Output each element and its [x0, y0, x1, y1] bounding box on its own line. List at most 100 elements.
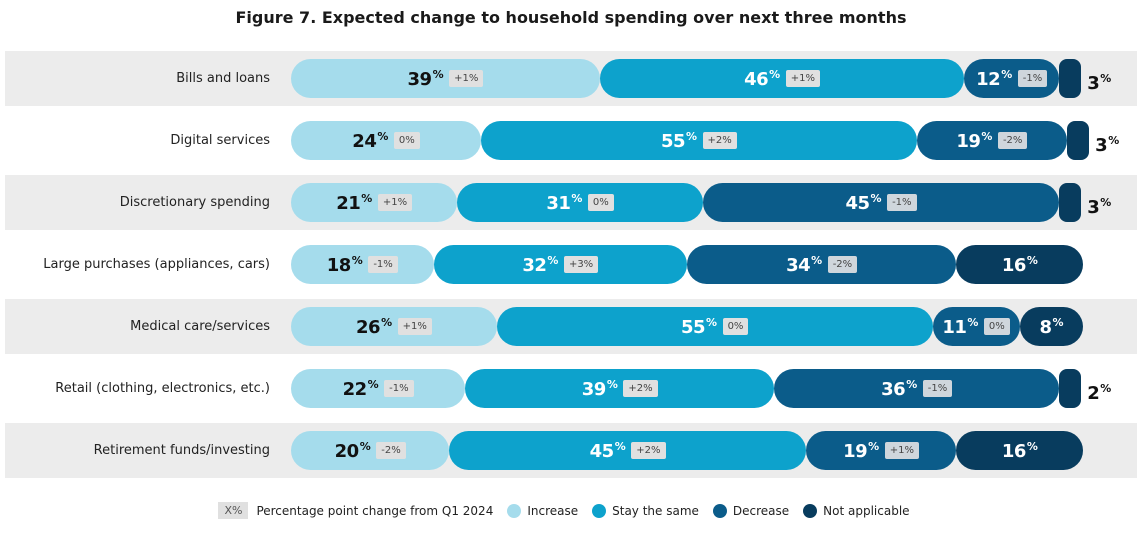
bar-segment-increase: 18% -1%: [291, 245, 434, 284]
data-label: 22%: [342, 377, 379, 400]
bar-segment-decrease: 34% -2%: [687, 245, 957, 284]
data-label: 2%: [1087, 382, 1111, 404]
data-label: 36%: [881, 377, 917, 400]
bar-segment-stay-the-same: 46% +1%: [599, 59, 965, 98]
bar-segment-not-applicable: [1059, 183, 1082, 222]
bar-segment-not-applicable: [1059, 59, 1082, 98]
change-badge: -1%: [887, 194, 917, 211]
bar-segment-increase: 24% 0%: [291, 121, 482, 160]
change-badge: +3%: [563, 256, 599, 273]
bar-segment-decrease: 12% -1%: [964, 59, 1060, 98]
bar-segment-not-applicable: [1067, 121, 1090, 160]
chart-row-medical-care-services: Medical care/services 26% +1% 55% 0% 11% 0% 8%: [5, 299, 1137, 354]
data-label: 19%: [843, 439, 879, 462]
bar-segment-not-applicable: [1059, 369, 1082, 408]
bar-segment-increase: 26% +1%: [291, 307, 497, 346]
category-label: Large purchases (appliances, cars): [43, 257, 270, 272]
legend-item-stay-the-same: Stay the same: [592, 503, 699, 518]
data-label: 12%: [976, 67, 1012, 90]
bar-segment-stay-the-same: 31% 0%: [457, 183, 703, 222]
change-badge: 0%: [587, 194, 614, 211]
bar-segment-increase: 39% +1%: [291, 59, 600, 98]
data-label: 18%: [326, 253, 363, 276]
data-label: 31%: [546, 191, 582, 214]
chart-row-retirement-funds-investing: Retirement funds/investing 20% -2% 45% +2% 19…: [5, 423, 1137, 478]
bar-segment-decrease: 36% -1%: [774, 369, 1060, 408]
data-label: 55%: [660, 129, 697, 152]
legend-swatch-stay-the-same: [592, 503, 607, 518]
data-label: 21%: [336, 191, 372, 214]
change-badge: +1%: [449, 70, 484, 87]
chart-row-retail-clothing-electronics-etc: Retail (clothing, electronics, etc.) 22% -…: [5, 361, 1137, 416]
chart-row-digital-services: Digital services 24% 0% 55% +2% 19% -2% 3%: [5, 113, 1137, 168]
bar-segment-stay-the-same: 55% 0%: [496, 307, 933, 346]
data-label: 46%: [744, 67, 780, 90]
change-badge: -1%: [922, 380, 953, 397]
change-badge: 0%: [983, 318, 1010, 335]
data-label: 45%: [845, 191, 882, 214]
legend-item-not-applicable: Not applicable: [803, 503, 910, 518]
bar-segment-decrease: 11% 0%: [932, 307, 1020, 346]
category-label: Medical care/services: [130, 319, 270, 334]
bar-segment-increase: 22% -1%: [291, 369, 466, 408]
chart-row-bills-and-loans: Bills and loans 39% +1% 46% +1% 12% -1% 3%: [5, 51, 1137, 106]
change-badge: -2%: [827, 256, 858, 273]
bar-segment-decrease: 19% +1%: [805, 431, 957, 470]
legend-swatch-increase: [507, 503, 522, 518]
data-label: 16%: [1001, 439, 1038, 462]
legend-swatch-decrease: [712, 503, 727, 518]
data-label: 20%: [334, 439, 371, 462]
data-label: 3%: [1095, 134, 1119, 156]
outside-data-label: 3%: [1087, 183, 1111, 222]
category-label: Bills and loans: [176, 71, 270, 86]
chart-title: Figure 7. Expected change to household s…: [235, 8, 907, 27]
change-badge: +2%: [631, 442, 666, 459]
category-label: Discretionary spending: [119, 195, 270, 210]
data-label: 34%: [786, 253, 822, 276]
change-badge: +1%: [884, 442, 919, 459]
bar-segment-decrease: 19% -2%: [916, 121, 1068, 160]
change-badge: +1%: [785, 70, 820, 87]
bar-segment-stay-the-same: 45% +2%: [449, 431, 806, 470]
change-badge: -2%: [376, 442, 406, 459]
legend-change-label: Percentage point change from Q1 2024: [256, 503, 494, 518]
change-badge: -2%: [997, 132, 1028, 149]
legend-item-decrease: Decrease: [712, 503, 789, 518]
legend: X% Percentage point change from Q1 2024 …: [0, 502, 1142, 519]
change-badge: +2%: [623, 380, 658, 397]
data-label: 3%: [1087, 196, 1111, 218]
category-label: Digital services: [170, 133, 270, 148]
bar-segment-decrease: 45% -1%: [702, 183, 1060, 222]
change-badge: -1%: [384, 380, 414, 397]
change-badge: -1%: [1017, 70, 1048, 87]
bar-segment-stay-the-same: 39% +2%: [465, 369, 775, 408]
data-label: 11%: [942, 315, 978, 338]
change-badge: +1%: [397, 318, 432, 335]
change-badge: 0%: [393, 132, 420, 149]
outside-data-label: 2%: [1087, 369, 1111, 408]
bar-segment-not-applicable: 16%: [956, 431, 1083, 470]
data-label: 39%: [581, 377, 618, 400]
data-label: 16%: [1001, 253, 1038, 276]
data-label: 26%: [356, 315, 392, 338]
chart-row-discretionary-spending: Discretionary spending 21% +1% 31% 0% 45% -1% 3…: [5, 175, 1137, 230]
chart-row-large-purchases-appliances-cars: Large purchases (appliances, cars) 18% -1%…: [5, 237, 1137, 292]
bar-segment-stay-the-same: 32% +3%: [433, 245, 687, 284]
data-label: 24%: [352, 129, 388, 152]
change-badge: +2%: [702, 132, 737, 149]
category-label: Retirement funds/investing: [93, 443, 270, 458]
change-badge: -1%: [368, 256, 398, 273]
bar-segment-increase: 20% -2%: [291, 431, 450, 470]
legend-change-key: X%: [218, 502, 249, 519]
outside-data-label: 3%: [1087, 59, 1111, 98]
data-label: 32%: [522, 253, 558, 276]
data-label: 55%: [680, 315, 717, 338]
change-badge: 0%: [722, 318, 749, 335]
legend-swatch-not-applicable: [803, 503, 818, 518]
change-badge: +1%: [377, 194, 413, 211]
outside-data-label: 3%: [1095, 121, 1119, 160]
data-label: 19%: [956, 129, 992, 152]
data-label: 3%: [1087, 72, 1111, 94]
data-label: 45%: [589, 439, 626, 462]
bar-segment-not-applicable: 16%: [956, 245, 1083, 284]
